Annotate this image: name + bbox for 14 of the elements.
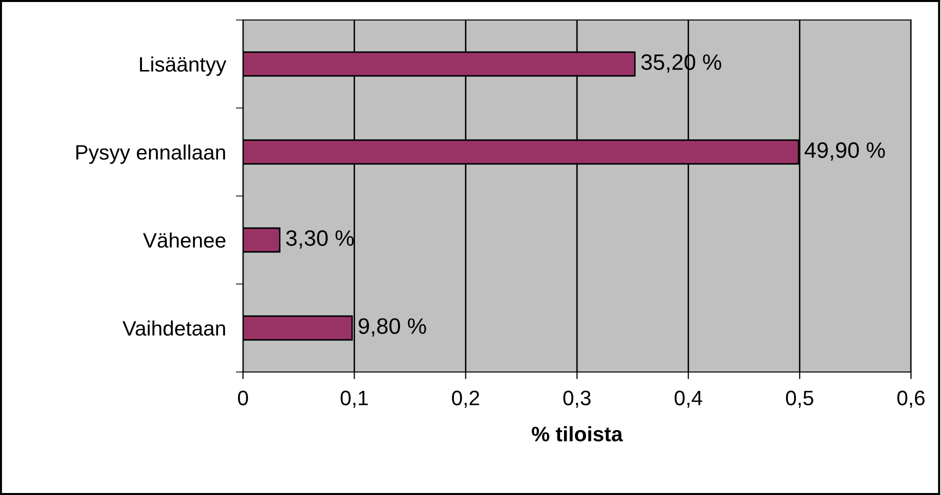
x-tick-label: 0,5	[786, 390, 814, 408]
y-tick-label: Vähenee	[143, 232, 226, 248]
y-tick-label: Pysyy ennallaan	[76, 144, 225, 164]
x-tick-label: 0,1	[340, 390, 368, 408]
x-axis-title: % tiloista	[532, 426, 623, 442]
y-tick-label: Vaihdetaan	[122, 320, 225, 336]
x-tick-label: 0	[238, 390, 248, 406]
data-label: 9,80 %	[358, 318, 426, 337]
x-tick-label: 0,4	[674, 390, 702, 408]
data-label: 49,90 %	[804, 142, 885, 161]
x-tick-label: 0,2	[452, 390, 480, 408]
x-tick-label: 0,3	[563, 390, 591, 408]
y-tick-label: Lisääntyy	[140, 56, 226, 76]
x-tick-label: 0,6	[897, 390, 925, 408]
